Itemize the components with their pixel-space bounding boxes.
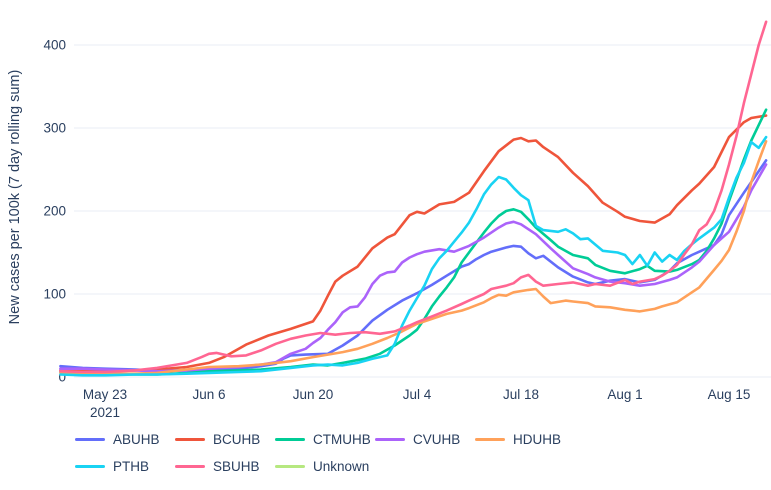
x-tick-label: Aug 15 [708, 387, 751, 402]
x-tick-label: Jul 4 [403, 387, 432, 402]
plot-area[interactable]: 0 100 200 300 400 May 23 2021 Jun 6 Jun 20 Jul 4 J… [0, 0, 771, 420]
series-line-CVUHB[interactable] [59, 163, 768, 373]
legend-item-SBUHB[interactable]: SBUHB [175, 459, 275, 474]
y-tick-label: 0 [58, 370, 66, 385]
series-line-PTHB[interactable] [59, 135, 768, 377]
y-tick-label: 400 [43, 38, 66, 53]
legend-item-ABUHB[interactable]: ABUHB [75, 432, 175, 447]
legend-item-PTHB[interactable]: PTHB [75, 459, 175, 474]
legend-swatch-icon [375, 438, 405, 441]
legend-label: HDUHB [513, 432, 562, 447]
legend: ABUHB BCUHB CTMUHB CVUHB HDUHB PTHB SBUHB Unkno… [75, 426, 575, 480]
legend-label: ABUHB [113, 432, 160, 447]
x-tick-label: Jul 18 [503, 387, 539, 402]
legend-swatch-icon [275, 438, 305, 441]
legend-item-CVUHB[interactable]: CVUHB [375, 432, 475, 447]
legend-item-CTMUHB[interactable]: CTMUHB [275, 432, 375, 447]
y-tick-label: 100 [43, 287, 66, 302]
x-tick-sublabel: 2021 [90, 405, 120, 420]
legend-label: Unknown [313, 459, 370, 474]
legend-label: PTHB [113, 459, 150, 474]
legend-swatch-icon [75, 438, 105, 441]
series-line-CTMUHB[interactable] [59, 108, 768, 376]
legend-label: CVUHB [413, 432, 461, 447]
series-line-HDUHB[interactable] [59, 140, 768, 375]
legend-row: PTHB SBUHB Unknown [75, 453, 575, 480]
legend-swatch-icon [475, 438, 505, 441]
series-line-ABUHB[interactable] [59, 159, 768, 372]
x-tick-label: Aug 1 [607, 387, 642, 402]
series-line-BCUHB[interactable] [59, 114, 768, 373]
x-tick-label: May 23 [83, 387, 127, 402]
legend-swatch-icon [75, 465, 105, 468]
legend-label: CTMUHB [313, 432, 371, 447]
legend-label: BCUHB [213, 432, 261, 447]
legend-swatch-icon [175, 465, 205, 468]
legend-row: ABUHB BCUHB CTMUHB CVUHB HDUHB [75, 426, 575, 453]
x-tick-label: Jun 6 [192, 387, 225, 402]
legend-item-HDUHB[interactable]: HDUHB [475, 432, 575, 447]
series-line-SBUHB[interactable] [59, 20, 768, 374]
legend-swatch-icon [175, 438, 205, 441]
x-tick-label: Jun 20 [293, 387, 334, 402]
legend-label: SBUHB [213, 459, 260, 474]
legend-item-Unknown[interactable]: Unknown [275, 459, 375, 474]
y-tick-label: 300 [43, 121, 66, 136]
legend-swatch-icon [275, 465, 305, 468]
legend-item-BCUHB[interactable]: BCUHB [175, 432, 275, 447]
y-tick-label: 200 [43, 204, 66, 219]
